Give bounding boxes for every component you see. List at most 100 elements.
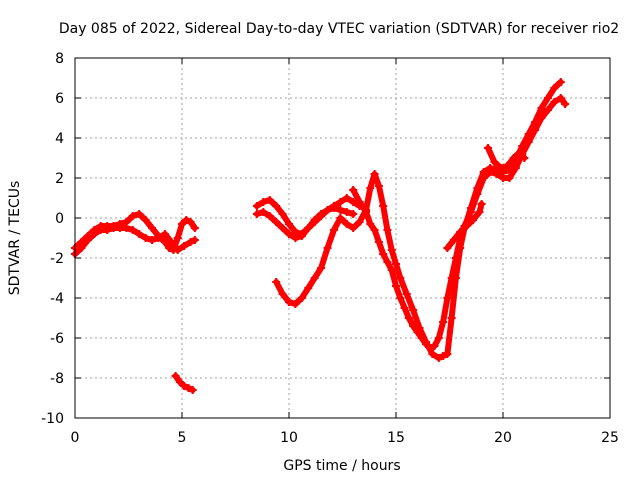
data-point bbox=[135, 210, 144, 218]
data-point bbox=[439, 318, 448, 326]
data-point bbox=[392, 260, 400, 268]
data-point bbox=[160, 230, 169, 238]
data-point bbox=[188, 386, 197, 394]
data-point bbox=[484, 144, 493, 152]
y-tick-label: -2 bbox=[50, 251, 64, 267]
data-point bbox=[490, 158, 499, 166]
x-tick-label: 0 bbox=[71, 430, 80, 446]
data-point bbox=[180, 382, 189, 390]
data-point bbox=[509, 154, 518, 162]
data-point bbox=[417, 334, 426, 342]
data-point bbox=[285, 230, 293, 238]
data-point bbox=[449, 236, 458, 244]
data-point bbox=[516, 148, 525, 156]
data-point bbox=[379, 202, 388, 210]
grid-layer bbox=[75, 58, 610, 418]
data-point bbox=[550, 84, 559, 92]
data-point bbox=[304, 284, 313, 292]
series-arc-8 bbox=[443, 200, 486, 252]
data-point bbox=[520, 154, 529, 162]
data-point bbox=[278, 290, 287, 298]
data-point bbox=[443, 244, 452, 252]
data-point bbox=[171, 372, 180, 380]
data-point bbox=[342, 220, 351, 228]
data-point bbox=[434, 334, 443, 342]
data-point bbox=[336, 198, 345, 206]
data-point bbox=[167, 238, 176, 246]
data-point bbox=[447, 274, 456, 282]
data-point bbox=[317, 264, 326, 272]
data-point bbox=[252, 210, 261, 218]
y-tick-label: 4 bbox=[55, 131, 64, 147]
data-point bbox=[366, 220, 375, 228]
data-point bbox=[190, 236, 199, 244]
series-arc-2 bbox=[71, 224, 199, 258]
data-point bbox=[370, 226, 379, 234]
data-point bbox=[190, 224, 199, 232]
data-point bbox=[492, 170, 501, 178]
data-point bbox=[259, 198, 268, 206]
data-point bbox=[383, 258, 392, 266]
data-point bbox=[475, 208, 484, 216]
series-arc-5 bbox=[252, 204, 358, 242]
data-point bbox=[556, 94, 565, 102]
y-tick-label: -10 bbox=[41, 411, 64, 427]
data-point bbox=[496, 164, 505, 172]
data-point bbox=[77, 244, 86, 252]
data-point bbox=[148, 236, 157, 244]
data-point bbox=[128, 226, 137, 234]
data-point bbox=[370, 170, 379, 178]
data-point bbox=[447, 314, 456, 322]
data-point bbox=[317, 210, 326, 218]
data-point bbox=[342, 208, 351, 216]
data-point bbox=[182, 216, 191, 224]
data-point bbox=[396, 294, 405, 302]
y-tick-label: -4 bbox=[50, 291, 64, 307]
data-point bbox=[524, 138, 533, 146]
data-point bbox=[511, 164, 520, 172]
data-point bbox=[252, 202, 261, 210]
data-point bbox=[323, 244, 332, 252]
data-point bbox=[141, 216, 150, 224]
data-point bbox=[310, 274, 319, 282]
data-point bbox=[173, 246, 182, 254]
series-arc-3 bbox=[171, 372, 197, 394]
data-point bbox=[272, 278, 281, 286]
chart-title: Day 085 of 2022, Sidereal Day-to-day VTE… bbox=[59, 21, 619, 37]
data-point bbox=[543, 106, 552, 114]
y-tick-labels: -10 -8 -6 -4 -2 0 2 4 6 8 bbox=[41, 51, 64, 427]
data-point bbox=[383, 226, 392, 234]
data-point bbox=[362, 208, 371, 216]
data-point bbox=[349, 210, 358, 218]
data-point bbox=[486, 168, 495, 176]
data-point bbox=[336, 214, 345, 222]
data-point bbox=[451, 254, 460, 262]
data-point bbox=[297, 232, 306, 240]
plot-frame bbox=[74, 57, 611, 419]
x-tick-label: 20 bbox=[494, 430, 512, 446]
data-point bbox=[342, 194, 351, 202]
data-point bbox=[135, 230, 144, 238]
data-point bbox=[479, 174, 488, 182]
data-point bbox=[291, 300, 300, 308]
data-point bbox=[323, 206, 332, 214]
data-point bbox=[355, 218, 364, 226]
data-point bbox=[285, 298, 293, 306]
data-point bbox=[329, 204, 338, 212]
y-tick-label: -6 bbox=[50, 331, 64, 347]
series-arc-1 bbox=[71, 210, 199, 254]
data-point bbox=[387, 246, 396, 254]
series-arc-9 bbox=[484, 144, 529, 172]
data-point bbox=[556, 78, 565, 86]
data-point bbox=[154, 234, 163, 242]
data-point bbox=[265, 196, 274, 204]
data-point bbox=[430, 342, 439, 350]
data-point bbox=[561, 100, 570, 108]
x-axis-label: GPS time / hours bbox=[283, 458, 400, 474]
data-point bbox=[304, 224, 313, 232]
y-tick-label: 2 bbox=[55, 171, 64, 187]
y-tick-label: -8 bbox=[50, 371, 64, 387]
data-point bbox=[336, 206, 345, 214]
data-point bbox=[531, 126, 540, 134]
